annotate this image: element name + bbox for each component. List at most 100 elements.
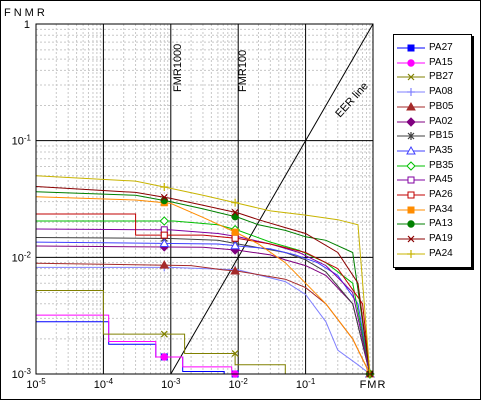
legend-marker: [407, 235, 415, 243]
series-layer: [35, 175, 375, 379]
fmr1000-label: FMR1000: [172, 44, 184, 92]
legend-item: PA27: [394, 41, 471, 56]
legend-swatch: [397, 73, 425, 81]
legend-marker: [407, 176, 415, 184]
legend-marker: [407, 191, 415, 199]
legend-item: PA35: [394, 144, 471, 159]
series-line: [35, 245, 371, 375]
legend-item: PB15: [394, 129, 471, 144]
legend-label: PB15: [429, 130, 454, 142]
x-tick-label: 10-2: [229, 377, 249, 391]
legend-swatch: [397, 176, 425, 184]
y-tick-label: 10-1: [12, 134, 32, 148]
y-tick-label: 1: [24, 19, 31, 31]
data-marker: [231, 228, 239, 236]
legend-label: PB35: [429, 159, 454, 171]
legend-label: PA15: [429, 56, 453, 68]
legend-marker: [406, 160, 416, 171]
data-marker: [160, 183, 169, 192]
data-marker: [159, 216, 169, 226]
legend-swatch: [397, 220, 425, 229]
legend-label: PA02: [429, 115, 453, 127]
legend-item: PB05: [394, 100, 471, 115]
plot-border: [35, 23, 374, 375]
x-tick-label: 10-3: [161, 377, 181, 391]
data-marker: [160, 231, 168, 239]
legend-swatch: [397, 58, 425, 67]
y-tick-label: 10-3: [12, 367, 32, 381]
legend-swatch: [397, 160, 425, 171]
x-tick-label: 10-4: [94, 377, 114, 391]
legend-swatch: [397, 235, 425, 243]
data-marker: [231, 212, 239, 221]
legend-swatch: [397, 101, 425, 111]
fmr100-label: FMR100: [237, 50, 249, 92]
data-marker: [230, 265, 240, 275]
data-marker: [160, 193, 168, 201]
series-line: [35, 196, 371, 375]
data-marker: [231, 198, 240, 207]
legend-swatch: [397, 206, 425, 214]
legend-label: PA08: [429, 86, 453, 98]
legend-marker: [407, 44, 415, 52]
legend-item: PA15: [394, 56, 471, 71]
reference-lines: [170, 23, 374, 375]
data-marker: [230, 240, 240, 250]
legend-item: PA45: [394, 173, 471, 188]
legend-marker: [407, 73, 415, 81]
data-marker: [160, 330, 168, 338]
legend-swatch: [397, 191, 425, 199]
legend-label: PA19: [429, 233, 453, 245]
legend-item: PA19: [394, 232, 471, 247]
data-marker: [159, 260, 170, 269]
legend-label: PA26: [429, 189, 453, 200]
legend-swatch: [397, 44, 425, 52]
legend-marker: [407, 58, 415, 67]
x-tick-label: 10-5: [26, 377, 46, 391]
legend-label: PB27: [429, 71, 454, 83]
series-line: [36, 213, 371, 375]
legend-item: PA34: [394, 203, 471, 218]
legend-marker: [407, 249, 415, 258]
series-line: [36, 290, 370, 375]
legend-swatch: [397, 116, 425, 127]
y-axis-label: FNMR: [4, 7, 48, 19]
x-tick-label: 10-1: [296, 377, 316, 391]
x-tick-label: FMR: [360, 379, 387, 391]
legend: PA27 PA15 PB27 PA08 PB05 PA02 PB15 PA35 PB35 PA45…: [393, 34, 472, 268]
series-line: [35, 191, 371, 375]
legend-item: PB27: [394, 70, 471, 85]
legend-marker: [407, 132, 415, 141]
legend-item: PA13: [394, 217, 471, 232]
legend-label: PA34: [429, 203, 453, 215]
legend-label: PA35: [429, 144, 453, 156]
axis-ticks: 10-3 10-2 10-1 1 10-5 10-4 10-3 10-2 10-1 FMR: [12, 19, 387, 391]
legend-marker: [406, 101, 416, 111]
legend-label: PA27: [429, 42, 453, 53]
data-marker: [231, 234, 239, 242]
grid-minor: [36, 24, 373, 374]
series-line: [35, 175, 371, 375]
legend-item: PA26: [394, 188, 471, 203]
eer-line: [170, 23, 374, 375]
data-marker: [231, 350, 239, 357]
legend-label: PB05: [429, 100, 454, 112]
series-line: [35, 186, 371, 375]
legend-item: PA02: [394, 115, 471, 130]
legend-item: PA24: [394, 247, 471, 262]
legend-swatch: [397, 132, 425, 141]
y-tick-label: 10-2: [12, 250, 32, 264]
data-marker: [160, 353, 168, 361]
legend-swatch: [397, 249, 425, 258]
data-marker: [160, 196, 168, 205]
legend-marker: [406, 145, 416, 155]
data-marker: [159, 238, 170, 247]
series-line: [35, 241, 371, 375]
legend-label: PA45: [429, 174, 453, 186]
legend-label: PA24: [429, 247, 453, 259]
legend-marker: [407, 206, 415, 214]
legend-marker: [406, 116, 416, 127]
series-line: [36, 266, 371, 375]
legend-item: PA08: [394, 85, 471, 100]
